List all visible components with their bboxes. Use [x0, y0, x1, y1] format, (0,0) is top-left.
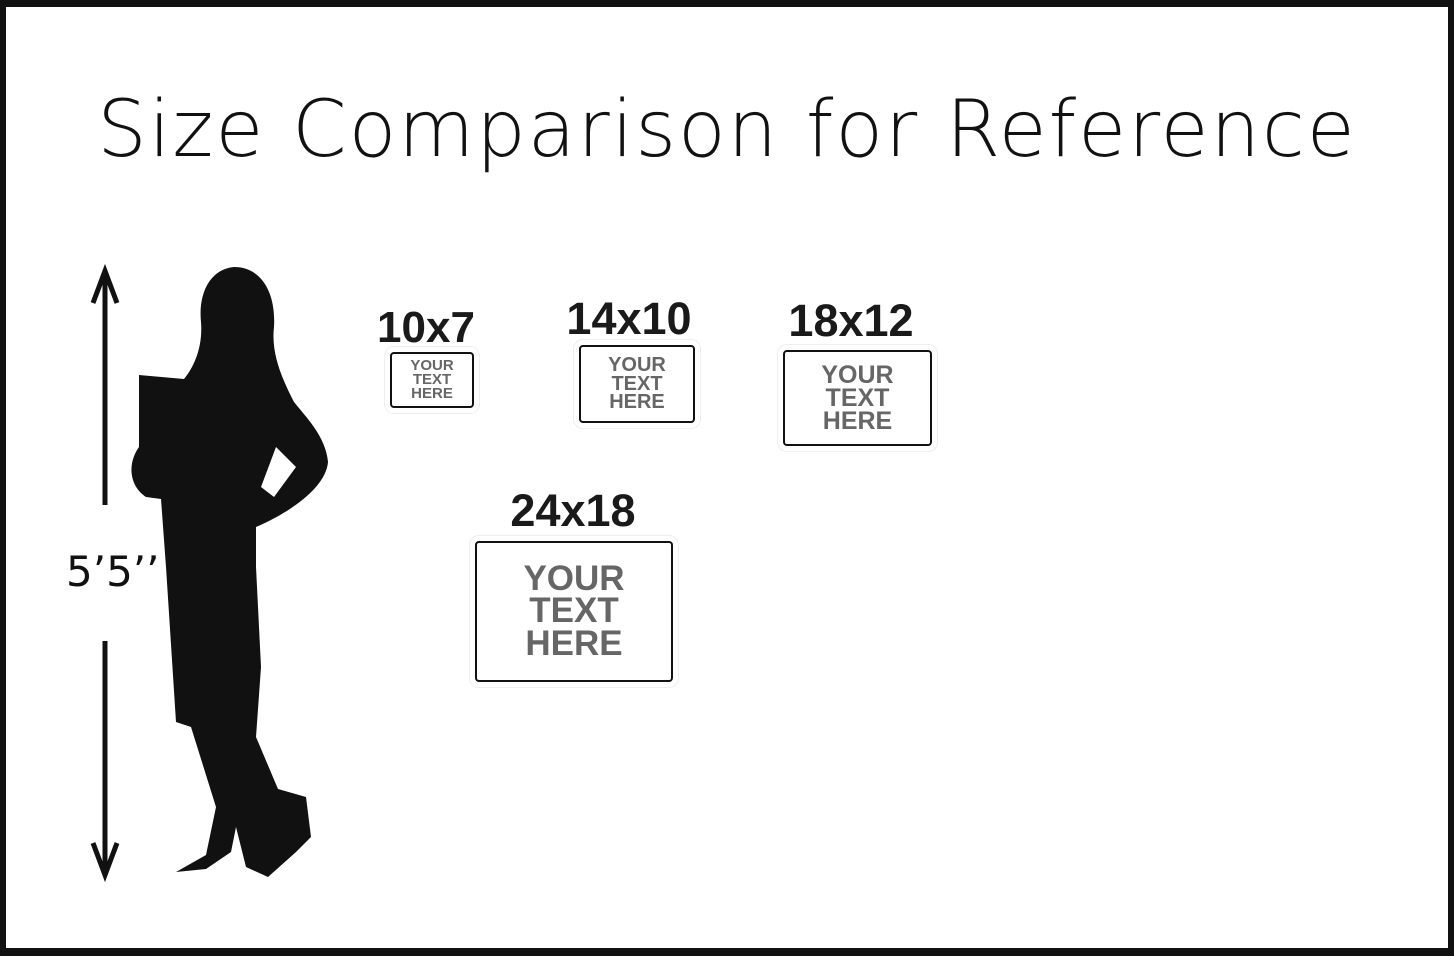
- sign-18x12: YOUR TEXT HERE: [783, 350, 932, 446]
- sign-10x7: YOUR TEXT HERE: [390, 352, 474, 408]
- sign-text-line: YOUR: [523, 559, 625, 599]
- sign-text-line: HERE: [609, 391, 665, 414]
- sign-text-line: TEXT: [825, 383, 890, 412]
- sign-text-line: YOUR: [821, 360, 894, 389]
- sign-text-line: HERE: [525, 623, 623, 663]
- height-arrow-icon: [90, 263, 120, 883]
- size-label-24x18: 24x18: [510, 485, 636, 536]
- sign-14x10: YOUR TEXT HERE: [579, 345, 695, 423]
- title: Size Comparison for Reference: [97, 85, 1357, 175]
- figure-art: [90, 263, 328, 883]
- size-label-14x10: 14x10: [566, 293, 692, 344]
- height-label: 5’5’’: [66, 547, 160, 596]
- sign-text-line: TEXT: [611, 372, 663, 395]
- sign-24x18: YOUR TEXT HERE: [475, 541, 673, 682]
- sign-text-line: HERE: [822, 406, 893, 435]
- woman-silhouette-icon: [131, 267, 328, 877]
- size-label-18x12: 18x12: [788, 295, 914, 346]
- size-label-10x7: 10x7: [377, 303, 475, 352]
- sign-text-line: YOUR: [410, 357, 454, 375]
- sign-text-line: YOUR: [608, 354, 666, 377]
- sign-text-line: TEXT: [412, 371, 452, 389]
- sign-text-line: TEXT: [529, 591, 619, 631]
- sign-text-line: HERE: [411, 384, 453, 402]
